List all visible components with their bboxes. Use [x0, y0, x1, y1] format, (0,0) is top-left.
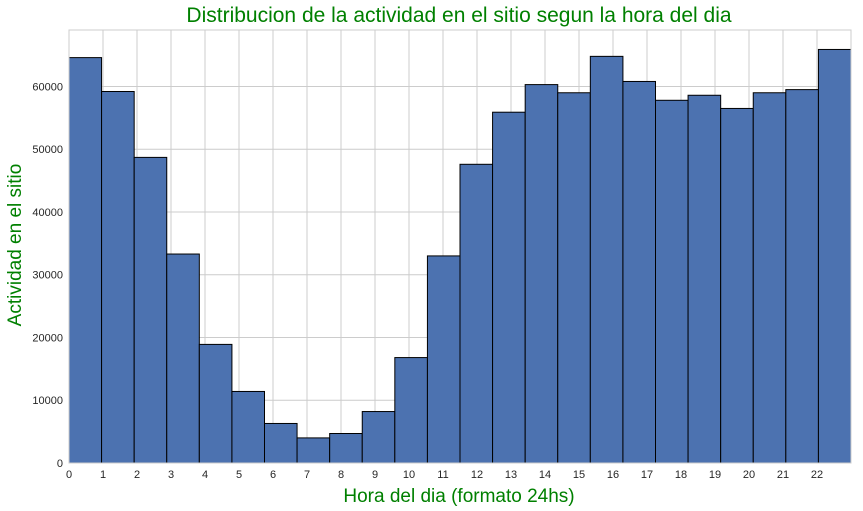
x-tick-label: 11 [437, 469, 448, 481]
x-ticks: 0 1 2 3 4 5 6 7 8 9 10 11 12 13 14 15 16 17 18 19 20 21 22 [66, 469, 823, 481]
y-ticks: 0 10000 20000 30000 40000 50000 60000 [32, 81, 63, 470]
x-tick-label: 9 [372, 469, 378, 481]
histogram-bar [68, 57, 103, 464]
histogram-bar [329, 433, 363, 464]
histogram-bar [589, 55, 624, 464]
x-tick-label: 0 [66, 469, 72, 481]
histogram-bar [817, 48, 852, 464]
x-axis-label: Hora del dia (formato 24hs) [343, 486, 574, 507]
y-tick-label: 50000 [32, 144, 63, 156]
histogram-bar [524, 84, 559, 464]
histogram-bar [622, 80, 656, 464]
x-tick-label: 19 [709, 469, 721, 481]
x-tick-label: 3 [168, 469, 174, 481]
x-tick-label: 1 [100, 469, 106, 481]
histogram-bar [687, 94, 722, 464]
y-axis-label: Actividad en el sitio [5, 164, 26, 327]
y-tick-label: 10000 [32, 395, 63, 407]
x-tick-label: 2 [134, 469, 140, 481]
x-tick-label: 13 [505, 469, 517, 481]
y-tick-label: 0 [57, 458, 63, 470]
x-tick-label: 18 [675, 469, 687, 481]
histogram-bar [264, 422, 298, 464]
histogram-bar [492, 111, 526, 464]
histogram-bar [101, 90, 135, 464]
bars [68, 48, 852, 464]
histogram-bar [166, 253, 200, 464]
x-tick-label: 12 [471, 469, 483, 481]
x-tick-label: 16 [607, 469, 619, 481]
x-tick-label: 10 [403, 469, 415, 481]
histogram-bar [655, 99, 689, 464]
y-tick-label: 20000 [32, 332, 63, 344]
x-tick-label: 8 [338, 469, 344, 481]
histogram-bar [296, 437, 331, 464]
histogram-bar [459, 163, 494, 464]
y-tick-label: 30000 [32, 270, 63, 282]
x-tick-label: 4 [202, 469, 208, 481]
histogram-bar [231, 390, 265, 464]
x-tick-label: 5 [236, 469, 242, 481]
y-tick-label: 60000 [32, 81, 63, 93]
histogram-bar [133, 156, 168, 464]
histogram-bar [361, 411, 396, 464]
histogram-bar [785, 89, 819, 464]
histogram-bar [557, 92, 591, 464]
x-tick-label: 20 [743, 469, 755, 481]
histogram-bar [426, 255, 461, 464]
x-tick-label: 21 [777, 469, 789, 481]
histogram-bar [720, 107, 754, 464]
x-tick-label: 14 [539, 469, 551, 481]
histogram-bar [394, 357, 428, 464]
x-tick-label: 22 [811, 469, 823, 481]
chart-title: Distribucion de la actividad en el sitio… [186, 4, 731, 27]
x-tick-label: 15 [573, 469, 585, 481]
histogram-bar [198, 343, 233, 464]
x-tick-label: 7 [304, 469, 310, 481]
y-tick-label: 40000 [32, 207, 63, 219]
plot-frame [68, 29, 852, 464]
x-tick-label: 6 [270, 469, 276, 481]
x-tick-label: 17 [641, 469, 653, 481]
histogram-bar [752, 92, 787, 464]
